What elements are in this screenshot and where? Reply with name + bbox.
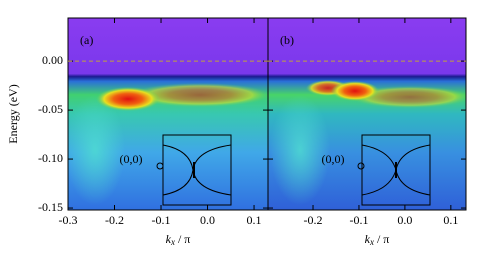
y-tick-label: -0.10 — [38, 151, 63, 165]
x-tick-label: -0.1 — [349, 213, 368, 227]
y-tick-label: -0.15 — [38, 200, 63, 214]
x-tick-label: -0.2 — [105, 213, 124, 227]
inset-label: (0,0) — [322, 152, 345, 166]
x-axis-label: kx / π — [365, 232, 390, 247]
panel-label: (a) — [80, 33, 93, 47]
x-tick-label: 0.1 — [443, 213, 458, 227]
x-tick-label: 0.0 — [200, 213, 215, 227]
frame — [67, 17, 467, 211]
x-axis-label: kx / π — [166, 232, 191, 247]
x-tick-label: -0.3 — [59, 213, 78, 227]
x-tick-label: 0.1 — [247, 213, 262, 227]
inset-b — [357, 134, 431, 206]
inset-a — [156, 134, 232, 206]
panel-label: (b) — [280, 33, 294, 47]
spectrum-b — [268, 18, 466, 210]
spectrum-a — [68, 18, 268, 210]
y-tick-label: 0.00 — [42, 53, 63, 67]
x-tick-label: 0.0 — [397, 213, 412, 227]
y-tick-label: -0.05 — [38, 102, 63, 116]
x-tick-label: -0.1 — [152, 213, 171, 227]
y-axis-label: Energy (eV) — [6, 84, 20, 143]
x-tick-label: -0.2 — [304, 213, 323, 227]
inset-label: (0,0) — [120, 152, 143, 166]
